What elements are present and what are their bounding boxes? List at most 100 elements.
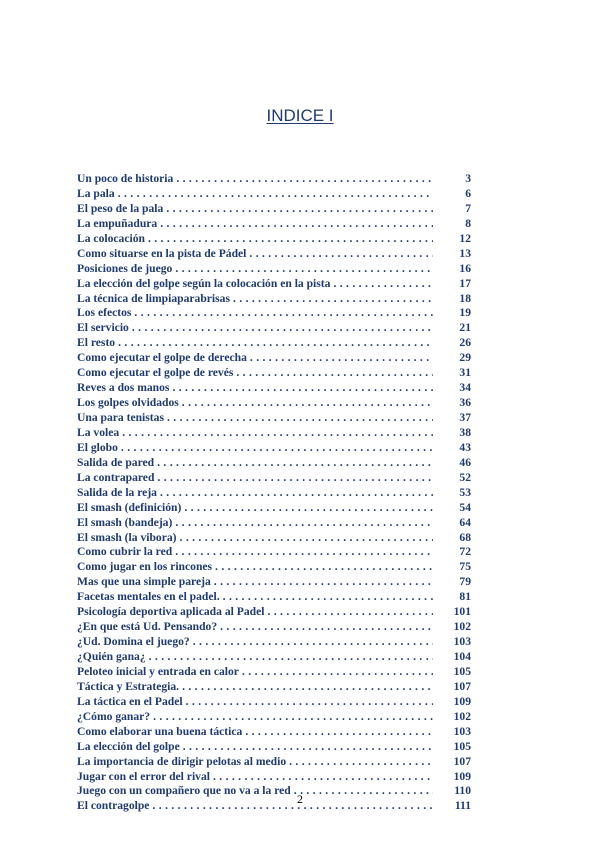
toc-entry-label: Peloteo inicial y entrada en calor <box>77 664 239 678</box>
toc-entry[interactable]: La pala 6 <box>77 187 471 202</box>
toc-entry-label: La técnica de limpiaparabrisas <box>77 291 230 305</box>
dot-leader <box>213 770 433 785</box>
toc-entry-page: 104 <box>453 650 471 663</box>
toc-entry[interactable]: La elección del golpe 105 <box>77 740 471 755</box>
toc-entry[interactable]: El resto 26 <box>77 336 471 351</box>
toc-entry-page: 105 <box>453 739 471 753</box>
toc-entry-label: Una para tenistas <box>77 411 164 424</box>
toc-entry[interactable]: La elección del golpe según la colocació… <box>77 277 471 292</box>
dot-leader <box>134 306 433 321</box>
toc-entry[interactable]: Como jugar en los rincones 75 <box>77 560 471 575</box>
dot-leader <box>193 635 433 650</box>
toc-entry-page: 72 <box>459 545 471 559</box>
toc-entry[interactable]: El smash (la vibora) 68 <box>77 531 471 546</box>
toc-entry-page: 68 <box>459 530 471 544</box>
toc-entry[interactable]: Salida de pared 46 <box>77 456 471 471</box>
toc-entry-page: 52 <box>459 470 471 484</box>
toc-entry-page: 75 <box>459 560 471 574</box>
toc-entry[interactable]: La táctica en el Padel 109 <box>77 695 471 710</box>
toc-entry[interactable]: La volea 38 <box>77 426 471 441</box>
toc-entry[interactable]: Como situarse en la pista de Pádel 13 <box>77 247 471 262</box>
toc-entry[interactable]: El contragolpe 111 <box>77 799 471 814</box>
dot-leader <box>182 396 433 411</box>
toc-entry[interactable]: El peso de la pala 7 <box>77 202 471 217</box>
toc-entry[interactable]: Como cubrir la red 72 <box>77 545 471 560</box>
toc-entry-label: El globo <box>77 440 118 454</box>
toc-entry-page: 46 <box>459 455 471 469</box>
dot-leader <box>289 755 433 770</box>
toc-entry-page: 8 <box>465 216 471 230</box>
toc-entry-label: Táctica y Estrategia. <box>77 679 180 693</box>
toc-entry[interactable]: Como ejecutar el golpe de revés 31 <box>77 366 471 381</box>
toc-entry-page: 54 <box>459 500 471 514</box>
toc-entry[interactable]: Posiciones de juego 16 <box>77 262 471 277</box>
toc-entry-label: El servicio <box>77 321 129 335</box>
dot-leader <box>153 710 433 725</box>
toc-entry[interactable]: Los golpes olvidados 36 <box>77 396 471 411</box>
toc-entry[interactable]: La importancia de dirigir pelotas al med… <box>77 755 471 770</box>
title-text: INDICE I <box>266 106 334 125</box>
toc-entry[interactable]: Reves a dos manos 34 <box>77 381 471 396</box>
toc-entry[interactable]: La colocación 12 <box>77 232 471 247</box>
toc-entry[interactable]: ¿Quién gana¿ 104 <box>77 650 471 665</box>
toc-entry-page: 111 <box>454 799 471 813</box>
toc-entry[interactable]: Peloteo inicial y entrada en calor 105 <box>77 665 471 680</box>
toc-entry-page: 110 <box>454 784 471 798</box>
toc-entry[interactable]: Juego con un compañero que no va a la re… <box>77 784 471 799</box>
toc-entry-page: 107 <box>453 754 471 768</box>
toc-entry-page: 102 <box>453 709 471 723</box>
toc-entry-label: Mas que una simple pareja <box>77 575 211 589</box>
toc-entry-label: ¿En que está Ud. Pensando? <box>77 620 218 634</box>
dot-leader <box>223 590 433 605</box>
toc-entry[interactable]: Psicología deportiva aplicada al Padel 10… <box>77 605 471 620</box>
toc-entry-label: Salida de pared <box>77 455 155 469</box>
toc-entry-label: El contragolpe <box>77 799 150 813</box>
dot-leader <box>182 680 433 695</box>
toc-entry[interactable]: Como elaborar una buena táctica 103 <box>77 725 471 740</box>
toc-entry-label: La volea <box>77 425 120 439</box>
toc-entry-label: Reves a dos manos <box>77 381 170 395</box>
toc-entry-page: 102 <box>453 620 471 634</box>
toc-entry-page: 101 <box>453 605 471 619</box>
toc-entry[interactable]: Táctica y Estrategia. 107 <box>77 680 471 695</box>
toc-entry[interactable]: Un poco de historia 3 <box>77 172 471 187</box>
toc-entry[interactable]: Facetas mentales en el padel. 81 <box>77 590 471 605</box>
toc-entry[interactable]: ¿En que está Ud. Pensando? 102 <box>77 620 471 635</box>
toc-entry[interactable]: ¿Cómo ganar? 102 <box>77 710 471 725</box>
toc-entry[interactable]: El smash (bandeja) 64 <box>77 516 471 531</box>
toc-entry-label: Salida de la reja <box>77 485 157 499</box>
toc-entry[interactable]: La contrapared 52 <box>77 471 471 486</box>
toc-entry-page: 19 <box>459 306 471 320</box>
dot-leader <box>242 665 433 680</box>
toc-entry-page: 107 <box>453 679 471 693</box>
toc-entry-label: La importancia de dirigir pelotas al med… <box>77 754 287 768</box>
toc-entry-label: ¿Cómo ganar? <box>77 709 151 723</box>
toc-entry[interactable]: La empuñadura 8 <box>77 217 471 232</box>
toc-entry[interactable]: El smash (definición) 54 <box>77 501 471 516</box>
toc-entry[interactable]: La técnica de limpiaparabrisas 18 <box>77 292 471 307</box>
toc-entry[interactable]: El globo 43 <box>77 441 471 456</box>
toc-entry[interactable]: Mas que una simple pareja 79 <box>77 575 471 590</box>
toc-entry[interactable]: Una para tenistas 37 <box>77 411 471 426</box>
dot-leader <box>160 217 433 232</box>
toc-entry[interactable]: Los efectos 19 <box>77 306 471 321</box>
toc-entry-page: 81 <box>459 590 471 604</box>
dot-leader <box>333 277 433 292</box>
dot-leader <box>118 187 433 202</box>
toc-entry[interactable]: El servicio 21 <box>77 321 471 336</box>
toc-entry-page: 13 <box>459 246 471 260</box>
toc-entry[interactable]: Como ejecutar el golpe de derecha 29 <box>77 351 471 366</box>
dot-leader <box>172 381 433 396</box>
toc-entry-page: 103 <box>453 635 471 649</box>
toc-entry-label: El resto <box>77 336 116 350</box>
dot-leader <box>175 516 433 531</box>
dot-leader <box>184 501 433 516</box>
toc-entry-label: Posiciones de juego <box>77 261 173 275</box>
page-number: 2 <box>297 792 303 806</box>
toc-entry[interactable]: Jugar con el error del rival 109 <box>77 770 471 785</box>
toc-entry[interactable]: Salida de la reja 53 <box>77 486 471 501</box>
dot-leader <box>215 560 433 575</box>
toc-entry[interactable]: ¿Ud. Domina el juego? 103 <box>77 635 471 650</box>
toc-entry-page: 17 <box>459 276 471 290</box>
toc-entry-page: 43 <box>459 440 471 454</box>
